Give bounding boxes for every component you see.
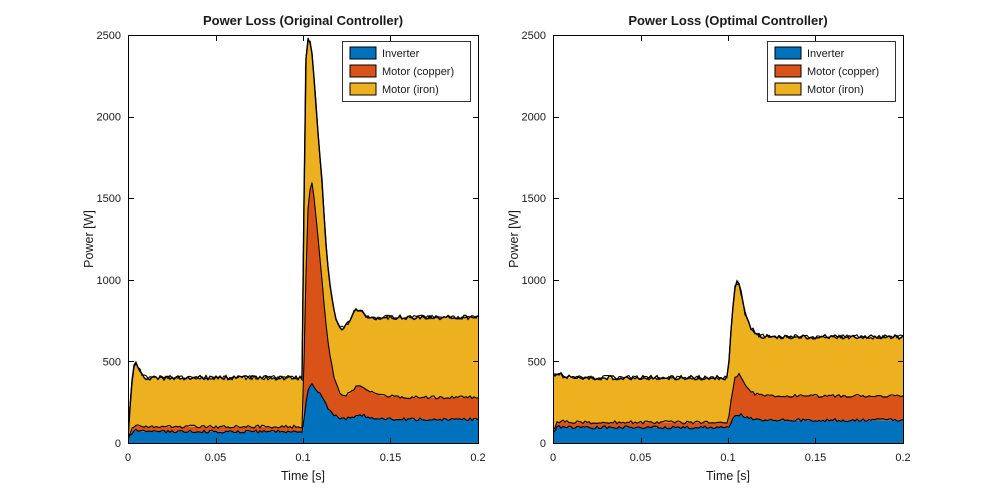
y-tick-label: 1500 xyxy=(522,193,546,205)
edge-line-0 xyxy=(553,412,903,434)
x-tick-label: 0.2 xyxy=(470,452,485,464)
plot-area xyxy=(553,279,903,443)
y-tick-label: 2500 xyxy=(97,30,121,42)
chart-title: Power Loss (Optimal Controller) xyxy=(628,13,827,28)
area-layer-motor-iron- xyxy=(553,279,903,432)
x-tick-label: 0.1 xyxy=(295,452,310,464)
x-tick-label: 0 xyxy=(550,452,556,464)
legend-label: Motor (iron) xyxy=(382,84,439,96)
x-tick-label: 0.05 xyxy=(205,452,226,464)
legend-swatch-motor-iron- xyxy=(349,82,377,96)
y-tick-label: 500 xyxy=(528,356,546,368)
area-layer-inverter xyxy=(128,384,478,443)
y-tick-label: 2000 xyxy=(97,112,121,124)
edge-line-1 xyxy=(128,182,478,439)
y-tick-label: 1000 xyxy=(97,275,121,287)
x-axis-label: Time [s] xyxy=(706,469,750,483)
legend-label: Motor (copper) xyxy=(382,66,454,78)
axes-box xyxy=(128,35,479,444)
legend-label: Motor (copper) xyxy=(807,66,879,78)
x-axis-label: Time [s] xyxy=(281,469,325,483)
edge-line-2 xyxy=(553,283,903,381)
x-tick-label: 0.15 xyxy=(805,452,826,464)
y-axis-label: Power [W] xyxy=(507,210,521,268)
x-tick-label: 0 xyxy=(125,452,131,464)
y-tick-label: 0 xyxy=(115,438,121,450)
legend-label: Inverter xyxy=(807,48,845,60)
legend-swatch-motor-copper- xyxy=(349,64,377,78)
area-layer-motor-copper- xyxy=(128,180,478,441)
chart-original-controller: 0 0.05 0.1 0.15 0.2 0 500 1000 1500 2000 2500 Power… xyxy=(82,13,486,483)
legend-label: Inverter xyxy=(382,48,420,60)
chart-optimal-controller: 0 0.05 0.1 0.15 0.2 0 500 1000 1500 2000 2500 Power… xyxy=(507,13,911,483)
y-tick-label: 1000 xyxy=(522,275,546,287)
y-tick-label: 500 xyxy=(103,356,121,368)
x-tick-label: 0.2 xyxy=(895,452,910,464)
legend-label: Motor (iron) xyxy=(807,84,864,96)
y-tick-label: 2000 xyxy=(522,112,546,124)
area-layer-inverter xyxy=(553,414,903,443)
axes-box xyxy=(553,35,904,444)
legend-swatch-motor-copper- xyxy=(774,64,802,78)
legend-swatch-inverter xyxy=(349,46,377,60)
area-layer-motor-iron- xyxy=(128,36,478,440)
area-layer-motor-copper- xyxy=(553,373,903,434)
edge-line-1 xyxy=(553,372,903,431)
y-tick-label: 2500 xyxy=(522,30,546,42)
y-tick-label: 0 xyxy=(540,438,546,450)
edge-line-0 xyxy=(128,382,478,441)
legend-swatch-motor-iron- xyxy=(774,82,802,96)
legend-swatch-inverter xyxy=(774,46,802,60)
edge-line-2 xyxy=(128,37,478,440)
x-tick-label: 0.05 xyxy=(630,452,651,464)
x-tick-label: 0.1 xyxy=(720,452,735,464)
chart-title: Power Loss (Original Controller) xyxy=(203,13,403,28)
x-tick-label: 0.15 xyxy=(380,452,401,464)
plot-area xyxy=(128,36,478,443)
y-tick-label: 1500 xyxy=(97,193,121,205)
y-axis-label: Power [W] xyxy=(82,210,96,268)
